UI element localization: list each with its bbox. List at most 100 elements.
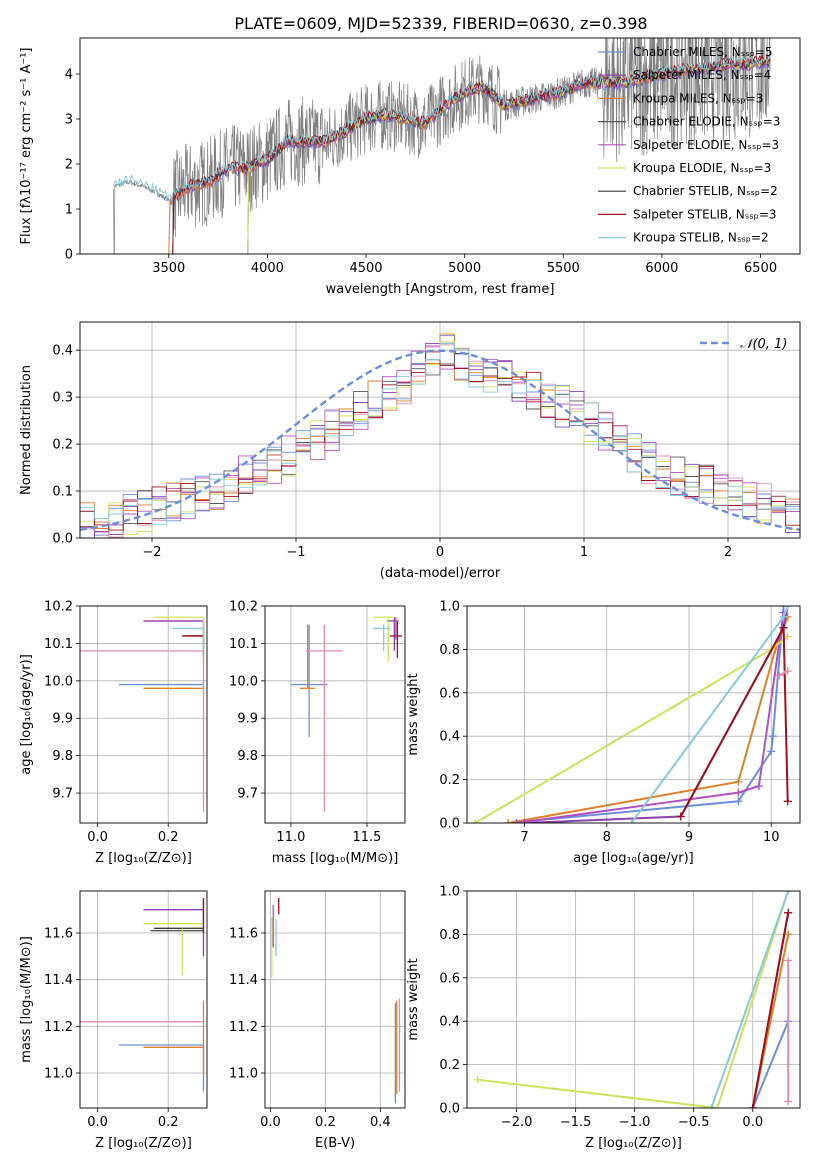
x-tick-label: 6500	[744, 261, 777, 276]
legend-label: Chabrier STELIB, Nₛₛₚ=2	[633, 184, 778, 198]
axes-frame	[264, 605, 406, 824]
y-tick-label: 11.6	[229, 927, 258, 942]
errorbar-point	[373, 624, 390, 651]
x-tick-label: 1	[580, 545, 588, 560]
x-tick-label: 5500	[547, 261, 580, 276]
ticks: 7 8 9 10 0.0 0.2 0.4 0.6 0.8 1.0	[439, 600, 779, 846]
x-tick-label: 0.0	[260, 1115, 281, 1130]
mass-weight-marker	[783, 667, 792, 676]
y-tick-label: 11.4	[229, 973, 258, 988]
mass-weight-marker	[754, 782, 763, 791]
y-tick-label: 11.6	[44, 927, 73, 942]
mass-weight-marker	[707, 1104, 716, 1108]
x-axis-label: Z [log₁₀(Z/Z⊙)]	[95, 1136, 192, 1151]
y-tick-label: 0.1	[52, 485, 73, 500]
legend-label: Salpeter MILES, Nₛₛₚ=4	[633, 68, 771, 82]
legend-label: Kroupa MILES, Nₛₛₚ=3	[633, 91, 763, 105]
axes-frame	[79, 37, 801, 255]
spectrum-panel: 3500 4000 4500 5000 5500 6000 6500 0 1 2 3 4 wavelen…	[19, 37, 801, 297]
plot-area	[473, 891, 793, 1108]
observed-spectrum-line	[113, 38, 771, 254]
x-tick-label: 11.0	[276, 830, 305, 845]
errorbar-point	[143, 898, 205, 957]
ticks: 3500 4000 4500 5000 5500 6000 6500 0 1 2 3 4	[65, 68, 777, 277]
errorbar-point	[300, 624, 316, 689]
grid-lines	[265, 605, 405, 823]
y-tick-label: 0.0	[439, 817, 460, 832]
y-tick-label: 9.9	[52, 712, 73, 727]
legend-label: Kroupa ELODIE, Nₛₛₚ=3	[633, 161, 771, 175]
x-tick-label: 7	[520, 830, 528, 845]
x-tick-label: 0.0	[87, 1115, 108, 1130]
legend-label: Salpeter STELIB, Nₛₛₚ=3	[633, 207, 777, 221]
errorbar-point	[143, 1000, 205, 1076]
mass-weight-marker	[713, 1104, 722, 1108]
mass-weight-marker	[512, 819, 521, 823]
legend-label: Kroupa STELIB, Nₛₛₚ=2	[633, 231, 769, 245]
legend-label: Chabrier ELODIE, Nₛₛₚ=3	[633, 115, 780, 129]
axes-frame	[264, 890, 406, 1109]
x-tick-label: 9	[685, 830, 693, 845]
y-tick-label: 2	[65, 158, 73, 173]
y-tick-label: 11.2	[229, 1020, 258, 1035]
x-tick-label: −0.5	[678, 1115, 710, 1130]
x-tick-label: 10	[763, 830, 780, 845]
x-tick-label: 0.4	[370, 1115, 391, 1130]
mass-weight-marker	[784, 956, 793, 965]
x-tick-label: 5000	[448, 261, 481, 276]
mass-weight-marker	[784, 908, 793, 917]
massweight-vs-age-panel: 7 8 9 10 0.0 0.2 0.4 0.6 0.8 1.0 age [log₁₀(age/yr…	[406, 600, 801, 866]
figure-title: PLATE=0609, MJD=52339, FIBERID=0630, z=0…	[234, 14, 647, 33]
grid-lines	[265, 891, 405, 1108]
errorbar-point	[118, 1044, 205, 1092]
y-tick-label: 0.0	[439, 1102, 460, 1117]
y-tick-label: 1.0	[439, 885, 460, 900]
mass-weight-marker	[734, 797, 743, 806]
axes-frame	[466, 605, 801, 824]
axes-frame	[79, 321, 801, 539]
y-tick-label: 0.0	[52, 532, 73, 547]
axes-frame	[79, 890, 208, 1109]
mass-weight-marker	[768, 732, 777, 741]
mass-weight-line-9	[778, 670, 789, 677]
mass-weight-line-2	[507, 616, 789, 823]
y-axis-label: Normed distribution	[19, 365, 34, 495]
mass-weight-line-7	[679, 623, 789, 817]
mass-vs-ebv-panel: 0.0 0.2 0.4 11.0 11.2 11.4 11.6 E(B-V)	[229, 890, 406, 1151]
errorbar-point	[373, 616, 395, 663]
errorbar-point	[143, 620, 205, 633]
plot-area	[113, 38, 771, 254]
y-axis-label: age [log₁₀(age/yr)]	[19, 654, 34, 775]
y-tick-label: 10.2	[44, 600, 73, 615]
errorbar-point	[80, 650, 205, 812]
y-axis-label: mass [log₁₀(M/M⊙)]	[19, 936, 34, 1063]
y-tick-label: 0.8	[439, 643, 460, 658]
y-tick-label: 11.2	[44, 1020, 73, 1035]
y-tick-label: 0.6	[439, 686, 460, 701]
y-tick-label: 10.1	[44, 637, 73, 652]
y-tick-label: 9.8	[237, 749, 258, 764]
ticks: −2 −1 0 1 2 0.0 0.1 0.2 0.3 0.4	[52, 344, 732, 560]
x-tick-label: 0.2	[158, 1115, 179, 1130]
axes-frame	[79, 605, 208, 824]
x-tick-label: −1.5	[560, 1115, 592, 1130]
plot-area	[80, 616, 205, 812]
x-tick-label: −1	[286, 545, 305, 560]
mass-weight-line-5	[474, 635, 789, 823]
y-axis-label: mass weight	[406, 673, 421, 755]
y-axis-label: mass weight	[406, 958, 421, 1040]
mass-weight-marker	[767, 747, 776, 756]
y-tick-label: 3	[65, 113, 73, 128]
x-tick-label: 0.0	[742, 1115, 763, 1130]
x-tick-label: 4000	[251, 261, 284, 276]
mass-weight-marker	[520, 819, 529, 823]
mass-weight-marker	[473, 1075, 482, 1084]
plot-area	[290, 616, 402, 812]
mass-weight-line-8	[710, 891, 790, 1108]
x-axis-label: Z [log₁₀(Z/Z⊙)]	[585, 1136, 682, 1151]
y-tick-label: 4	[65, 68, 73, 83]
legend-label: Salpeter ELODIE, Nₛₛₚ=3	[633, 138, 779, 152]
grid-lines	[467, 890, 800, 1109]
errorbar-point	[171, 627, 205, 651]
x-tick-label: 0	[436, 545, 444, 560]
